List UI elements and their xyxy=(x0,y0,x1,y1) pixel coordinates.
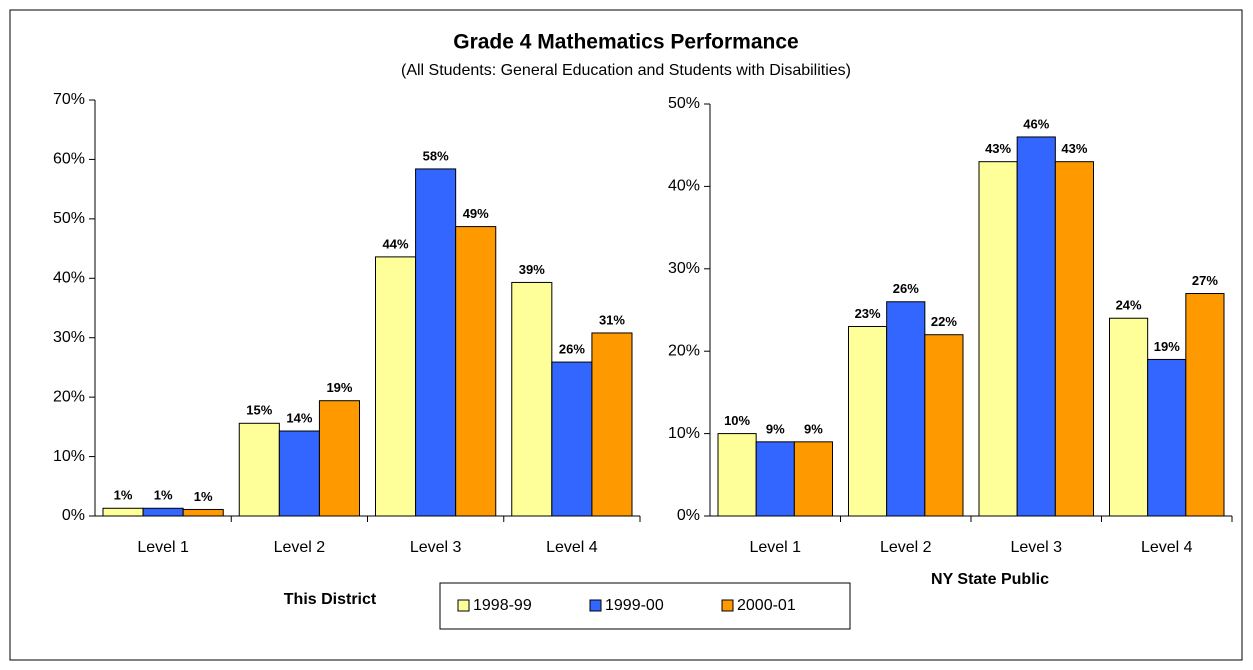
value-label: 26% xyxy=(559,342,585,357)
y-tick-label: 20% xyxy=(53,388,85,405)
y-tick-label: 70% xyxy=(53,91,85,108)
value-label: 26% xyxy=(893,281,919,296)
x-tick-label: Level 1 xyxy=(749,539,801,556)
value-label: 43% xyxy=(985,141,1011,156)
chart-subtitle: (All Students: General Education and Stu… xyxy=(401,62,851,79)
bar xyxy=(142,507,184,517)
chart-title: Grade 4 Mathematics Performance xyxy=(453,31,798,54)
bar xyxy=(415,168,457,517)
y-tick-label: 60% xyxy=(53,151,85,168)
value-label: 14% xyxy=(286,410,312,425)
value-label: 1% xyxy=(154,488,173,503)
value-label: 22% xyxy=(931,314,957,329)
bar xyxy=(511,281,553,517)
bar xyxy=(755,441,795,517)
x-tick-label: Level 3 xyxy=(410,539,462,556)
y-tick-label: 30% xyxy=(53,329,85,346)
bar xyxy=(238,422,280,517)
bar xyxy=(318,400,360,517)
bar xyxy=(1185,293,1225,517)
value-label: 15% xyxy=(246,403,272,418)
value-label: 1% xyxy=(114,488,133,503)
bar xyxy=(455,226,497,517)
value-label: 9% xyxy=(766,421,785,436)
y-tick-label: 50% xyxy=(53,210,85,227)
bar xyxy=(1109,317,1149,517)
value-label: 1% xyxy=(194,489,213,504)
legend-label: 1999-00 xyxy=(605,597,664,614)
legend-swatch xyxy=(457,599,470,612)
bar xyxy=(848,325,888,517)
y-tick-label: 20% xyxy=(668,342,700,359)
x-tick-label: Level 2 xyxy=(274,539,326,556)
bar xyxy=(717,433,757,517)
legend xyxy=(439,582,851,630)
bar xyxy=(978,161,1018,517)
x-tick-label: Level 3 xyxy=(1010,539,1062,556)
bar xyxy=(793,441,833,517)
y-tick-label: 50% xyxy=(668,95,700,112)
bar xyxy=(182,508,224,517)
bar xyxy=(1016,136,1056,517)
bar xyxy=(924,334,964,517)
value-label: 46% xyxy=(1023,116,1049,131)
bar xyxy=(102,507,144,517)
value-label: 43% xyxy=(1061,141,1087,156)
legend-label: 2000-01 xyxy=(737,597,796,614)
value-label: 19% xyxy=(326,380,352,395)
y-tick-label: 0% xyxy=(677,507,700,524)
x-axis-title: This District xyxy=(284,591,377,608)
x-tick-label: Level 4 xyxy=(546,539,598,556)
y-tick-label: 10% xyxy=(53,448,85,465)
legend-label: 1998-99 xyxy=(473,597,532,614)
value-label: 44% xyxy=(383,236,409,251)
bar xyxy=(551,361,593,517)
value-label: 27% xyxy=(1192,273,1218,288)
value-label: 9% xyxy=(804,421,823,436)
value-label: 31% xyxy=(599,312,625,327)
bar xyxy=(278,430,320,517)
y-tick-label: 0% xyxy=(62,507,85,524)
value-label: 49% xyxy=(463,206,489,221)
y-tick-label: 40% xyxy=(668,178,700,195)
x-axis-title: NY State Public xyxy=(931,571,1049,588)
y-tick-label: 40% xyxy=(53,270,85,287)
legend-swatch xyxy=(721,599,734,612)
value-label: 24% xyxy=(1116,298,1142,313)
value-label: 58% xyxy=(423,148,449,163)
y-tick-label: 30% xyxy=(668,260,700,277)
legend-swatch xyxy=(589,599,602,612)
bar xyxy=(1147,358,1187,517)
x-tick-label: Level 1 xyxy=(137,539,189,556)
y-tick-label: 10% xyxy=(668,425,700,442)
value-label: 39% xyxy=(519,262,545,277)
value-label: 19% xyxy=(1154,339,1180,354)
value-label: 10% xyxy=(724,413,750,428)
value-label: 23% xyxy=(855,306,881,321)
bar xyxy=(591,332,633,517)
x-tick-label: Level 4 xyxy=(1141,539,1193,556)
bar xyxy=(1054,161,1095,517)
bar xyxy=(886,301,926,517)
x-tick-label: Level 2 xyxy=(880,539,932,556)
bar xyxy=(375,256,417,517)
